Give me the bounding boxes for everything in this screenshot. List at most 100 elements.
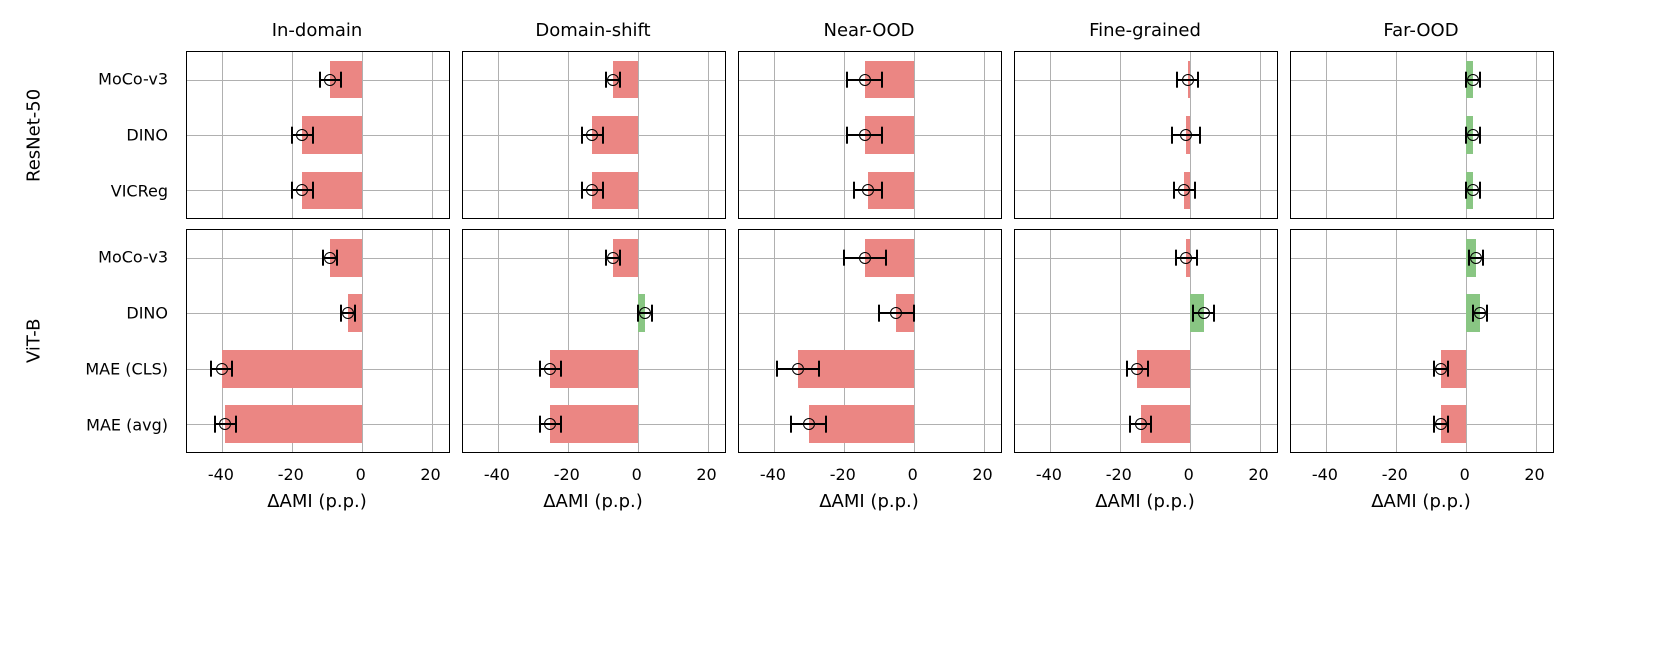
xtick-label: -40 xyxy=(760,465,786,484)
errorbar-cap xyxy=(581,182,583,199)
xtick-label: -40 xyxy=(1312,465,1338,484)
gridline xyxy=(187,313,449,314)
panel xyxy=(1014,229,1276,453)
errorbar-cap xyxy=(235,416,237,433)
errorbar-cap xyxy=(1482,249,1484,266)
errorbar-cap xyxy=(846,71,848,88)
errorbar-cap xyxy=(1147,360,1149,377)
errorbar-cap xyxy=(776,360,778,377)
xtick-label: -20 xyxy=(278,465,304,484)
column-title: Far-OOD xyxy=(1290,20,1552,41)
xtick-row: -40-20020 xyxy=(1290,463,1552,481)
column-title: Near-OOD xyxy=(738,20,1000,41)
errorbar-cap xyxy=(354,305,356,322)
errorbar-cap xyxy=(1176,71,1178,88)
data-marker xyxy=(324,74,336,86)
xtick-row: -40-20020 xyxy=(186,463,448,481)
gridline xyxy=(638,230,639,452)
data-marker xyxy=(216,363,228,375)
errorbar-cap xyxy=(1486,305,1488,322)
errorbar-cap xyxy=(291,127,293,144)
xtick-label: -20 xyxy=(554,465,580,484)
gridline xyxy=(463,258,725,259)
data-marker xyxy=(296,129,308,141)
gridline xyxy=(187,258,449,259)
data-marker xyxy=(639,307,651,319)
errorbar-cap xyxy=(602,182,604,199)
errorbar-cap xyxy=(790,416,792,433)
xtick-label: 0 xyxy=(356,465,366,484)
gridline xyxy=(1015,80,1277,81)
xtick-label: 20 xyxy=(1524,465,1544,484)
bar xyxy=(225,405,361,443)
gridline xyxy=(1260,230,1261,452)
data-marker xyxy=(1467,129,1479,141)
errorbar-cap xyxy=(818,360,820,377)
errorbar-cap xyxy=(1479,127,1481,144)
gridline xyxy=(1190,230,1191,452)
errorbar-cap xyxy=(319,71,321,88)
errorbar-cap xyxy=(825,416,827,433)
data-marker xyxy=(859,129,871,141)
gridline xyxy=(1015,135,1277,136)
xtick-label: -40 xyxy=(1036,465,1062,484)
errorbar-cap xyxy=(539,360,541,377)
gridline xyxy=(1326,230,1327,452)
gridline xyxy=(914,230,915,452)
errorbar-cap xyxy=(340,71,342,88)
errorbar-cap xyxy=(312,182,314,199)
gridline xyxy=(1050,230,1051,452)
data-marker xyxy=(1178,184,1190,196)
gridline xyxy=(498,230,499,452)
xaxis-label: ΔAMI (p.p.) xyxy=(462,491,724,512)
panel xyxy=(1014,51,1276,219)
bar xyxy=(550,350,637,388)
gridline xyxy=(432,230,433,452)
data-marker xyxy=(342,307,354,319)
xtick-label: 20 xyxy=(972,465,992,484)
errorbar-cap xyxy=(1150,416,1152,433)
row-title: ResNet-50 xyxy=(20,51,48,219)
xtick-label: 0 xyxy=(908,465,918,484)
ytick-label: VICReg xyxy=(111,182,168,201)
xtick-label: -20 xyxy=(830,465,856,484)
errorbar-cap xyxy=(312,127,314,144)
panel xyxy=(462,51,724,219)
errorbar-cap xyxy=(1197,71,1199,88)
errorbar-cap xyxy=(1447,360,1449,377)
errorbar-cap xyxy=(1129,416,1131,433)
ytick-label: MoCo-v3 xyxy=(98,70,168,89)
xtick-label: 20 xyxy=(1248,465,1268,484)
data-marker xyxy=(859,252,871,264)
figure-grid: In-domainDomain-shiftNear-OODFine-graine… xyxy=(20,20,1641,512)
data-marker xyxy=(324,252,336,264)
data-marker xyxy=(1435,363,1447,375)
errorbar-cap xyxy=(1479,71,1481,88)
data-marker xyxy=(586,184,598,196)
ytick-labels: MoCo-v3DINOMAE (CLS)MAE (avg) xyxy=(62,229,172,453)
xtick-label: -20 xyxy=(1382,465,1408,484)
data-marker xyxy=(296,184,308,196)
xaxis-label: ΔAMI (p.p.) xyxy=(738,491,1000,512)
ytick-labels: MoCo-v3DINOVICReg xyxy=(62,51,172,219)
gridline xyxy=(708,230,709,452)
panel xyxy=(186,51,448,219)
errorbar-cap xyxy=(210,360,212,377)
data-marker xyxy=(792,363,804,375)
errorbar-cap xyxy=(560,416,562,433)
errorbar-cap xyxy=(602,127,604,144)
data-marker xyxy=(1135,418,1147,430)
gridline xyxy=(1291,80,1553,81)
data-marker xyxy=(607,74,619,86)
errorbar-cap xyxy=(231,360,233,377)
data-marker xyxy=(803,418,815,430)
data-marker xyxy=(544,363,556,375)
data-marker xyxy=(607,252,619,264)
column-title: Domain-shift xyxy=(462,20,724,41)
gridline xyxy=(739,313,1001,314)
errorbar-cap xyxy=(1173,182,1175,199)
data-marker xyxy=(586,129,598,141)
xaxis-label: ΔAMI (p.p.) xyxy=(1014,491,1276,512)
panel xyxy=(738,229,1000,453)
xtick-label: -40 xyxy=(208,465,234,484)
